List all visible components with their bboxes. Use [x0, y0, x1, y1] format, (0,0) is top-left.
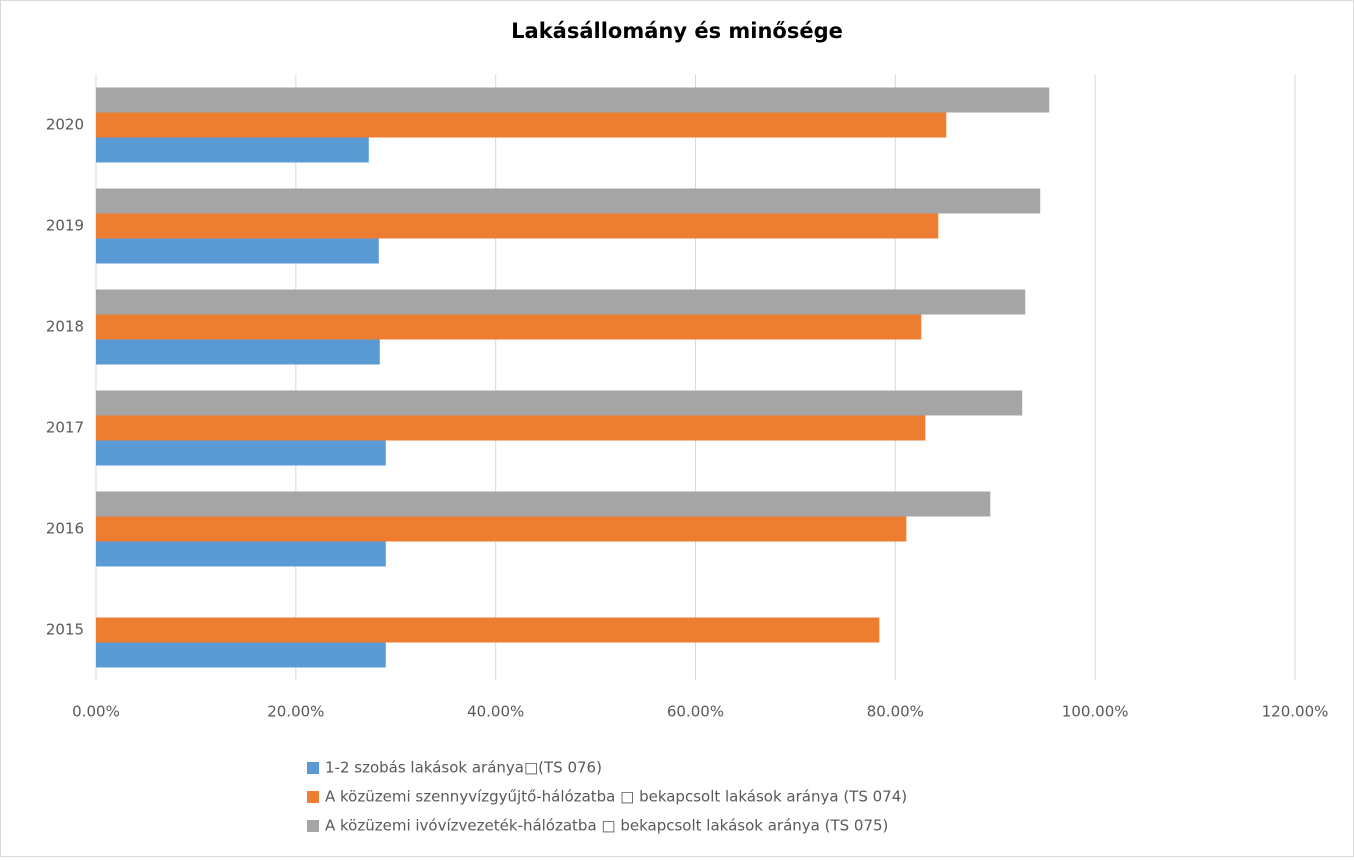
bar [96, 137, 369, 163]
bar [96, 642, 386, 668]
x-tick-label: 100.00% [1062, 703, 1129, 721]
x-tick-label: 40.00% [467, 703, 524, 721]
y-tick-label: 2019 [46, 217, 84, 235]
bar [96, 440, 386, 466]
bar [96, 491, 991, 517]
bar [96, 390, 1023, 416]
bar [96, 339, 380, 365]
y-tick-label: 2018 [46, 318, 84, 336]
legend-label: A közüzemi ivóvízvezeték-hálózatba □ bek… [325, 817, 888, 835]
bar [96, 289, 1026, 315]
bar [96, 188, 1041, 214]
bar [96, 314, 922, 340]
legend-label: 1-2 szobás lakások aránya□(TS 076) [325, 759, 602, 777]
chart-title: Lakásállomány és minősége [511, 19, 843, 43]
bar [96, 87, 1050, 113]
bar [96, 617, 880, 643]
bar [96, 238, 379, 264]
bar [96, 516, 907, 542]
y-tick-label: 2016 [46, 520, 84, 538]
y-tick-label: 2015 [46, 621, 84, 639]
y-tick-label: 2017 [46, 419, 84, 437]
bar [96, 415, 926, 441]
legend-swatch [307, 791, 319, 803]
x-tick-label: 20.00% [267, 703, 324, 721]
x-tick-label: 60.00% [667, 703, 724, 721]
legend-label: A közüzemi szennyvízgyűjtő-hálózatba □ b… [325, 788, 907, 806]
legend-swatch [307, 762, 319, 774]
bar [96, 112, 947, 138]
bar [96, 213, 939, 239]
x-tick-label: 80.00% [867, 703, 924, 721]
x-tick-label: 120.00% [1262, 703, 1329, 721]
x-tick-label: 0.00% [72, 703, 120, 721]
y-tick-label: 2020 [46, 116, 84, 134]
bar [96, 541, 386, 567]
legend-swatch [307, 820, 319, 832]
